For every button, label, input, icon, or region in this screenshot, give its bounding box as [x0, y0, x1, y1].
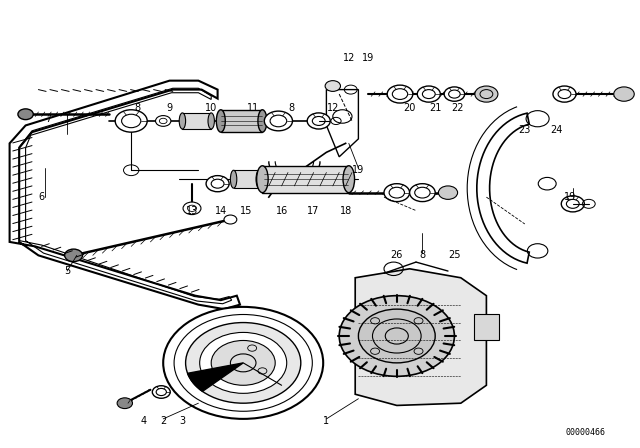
- Circle shape: [475, 86, 498, 102]
- Circle shape: [117, 398, 132, 409]
- Ellipse shape: [179, 113, 186, 129]
- Text: 13: 13: [186, 206, 198, 215]
- Text: 26: 26: [390, 250, 403, 260]
- Circle shape: [561, 196, 584, 212]
- Text: 19: 19: [362, 53, 374, 63]
- Polygon shape: [355, 269, 486, 405]
- Circle shape: [410, 184, 435, 202]
- Ellipse shape: [258, 110, 267, 132]
- Circle shape: [264, 111, 292, 131]
- Text: 19: 19: [563, 192, 576, 202]
- Text: 2: 2: [160, 416, 166, 426]
- Circle shape: [444, 87, 465, 101]
- Text: 00000466: 00000466: [566, 428, 605, 437]
- Circle shape: [438, 186, 458, 199]
- Circle shape: [417, 86, 440, 102]
- Text: 24: 24: [550, 125, 563, 135]
- Text: 6: 6: [38, 192, 45, 202]
- Circle shape: [224, 215, 237, 224]
- Circle shape: [18, 109, 33, 120]
- Text: 16: 16: [275, 206, 288, 215]
- Circle shape: [152, 386, 170, 398]
- Bar: [182, 113, 211, 129]
- Ellipse shape: [216, 110, 225, 132]
- Text: 12: 12: [342, 53, 355, 63]
- Circle shape: [331, 117, 341, 125]
- Text: 12: 12: [326, 103, 339, 112]
- Text: 15: 15: [240, 206, 253, 215]
- Text: 19: 19: [352, 165, 365, 175]
- Text: 8: 8: [134, 103, 141, 112]
- Bar: [234, 170, 259, 188]
- Text: 18: 18: [339, 206, 352, 215]
- Text: 10: 10: [205, 103, 218, 112]
- Text: 23: 23: [518, 125, 531, 135]
- Text: 3: 3: [179, 416, 186, 426]
- Wedge shape: [188, 363, 243, 392]
- Circle shape: [65, 249, 83, 262]
- Text: 22: 22: [451, 103, 464, 112]
- Text: 14: 14: [214, 206, 227, 215]
- Circle shape: [358, 309, 435, 363]
- Circle shape: [115, 110, 147, 132]
- Ellipse shape: [257, 166, 268, 193]
- Circle shape: [614, 87, 634, 101]
- Bar: [262, 166, 349, 193]
- Polygon shape: [326, 90, 358, 157]
- Polygon shape: [477, 113, 529, 263]
- Circle shape: [384, 184, 410, 202]
- Circle shape: [387, 85, 413, 103]
- Text: 8: 8: [419, 250, 426, 260]
- Circle shape: [553, 86, 576, 102]
- Text: 7: 7: [45, 114, 51, 124]
- Circle shape: [211, 340, 275, 385]
- Text: 17: 17: [307, 206, 320, 215]
- Text: 9: 9: [166, 103, 173, 112]
- Text: 5: 5: [64, 266, 70, 276]
- Text: 1: 1: [323, 416, 330, 426]
- Circle shape: [307, 113, 330, 129]
- Circle shape: [163, 307, 323, 419]
- Ellipse shape: [343, 166, 355, 193]
- Circle shape: [206, 176, 229, 192]
- Text: 11: 11: [246, 103, 259, 112]
- Ellipse shape: [230, 170, 237, 188]
- Text: 25: 25: [448, 250, 461, 260]
- Bar: [474, 314, 499, 340]
- Text: 4: 4: [141, 416, 147, 426]
- Circle shape: [186, 323, 301, 403]
- Text: 21: 21: [429, 103, 442, 112]
- Circle shape: [200, 332, 287, 393]
- Circle shape: [325, 81, 340, 91]
- Circle shape: [183, 202, 201, 215]
- Text: 8: 8: [288, 103, 294, 112]
- Circle shape: [339, 296, 454, 376]
- Bar: [221, 110, 262, 132]
- Text: 20: 20: [403, 103, 416, 112]
- Circle shape: [156, 116, 171, 126]
- Ellipse shape: [256, 170, 262, 188]
- Ellipse shape: [208, 113, 214, 129]
